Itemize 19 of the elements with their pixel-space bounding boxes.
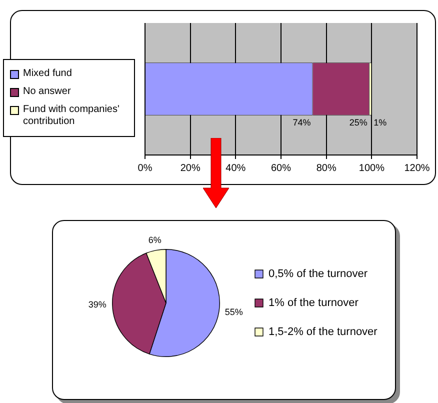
- data-label: 74%: [292, 117, 311, 128]
- data-label: 6%: [148, 234, 162, 245]
- x-tick-label: 80%: [316, 162, 336, 174]
- x-tick-label: 120%: [404, 162, 430, 174]
- legend-label: No answer: [23, 86, 71, 98]
- legend-label: Mixed fund: [23, 68, 72, 80]
- legend-label: 1,5-2% of the turnover: [268, 326, 378, 338]
- legend-label: Fund with companies' contribution: [23, 104, 120, 128]
- x-tick-label: 100%: [358, 162, 385, 174]
- data-label: 25%: [349, 117, 368, 128]
- legend-label: 1% of the turnover: [268, 297, 359, 310]
- x-tick-label: 20%: [180, 162, 200, 174]
- data-label: 39%: [88, 299, 106, 310]
- x-tick-label: 40%: [226, 162, 246, 174]
- x-tick-label: 60%: [270, 162, 292, 174]
- data-label: 55%: [224, 306, 243, 317]
- data-label: 1%: [374, 117, 387, 128]
- x-tick-label: 0%: [138, 162, 152, 174]
- legend-label: 0,5% of the turnover: [268, 268, 368, 280]
